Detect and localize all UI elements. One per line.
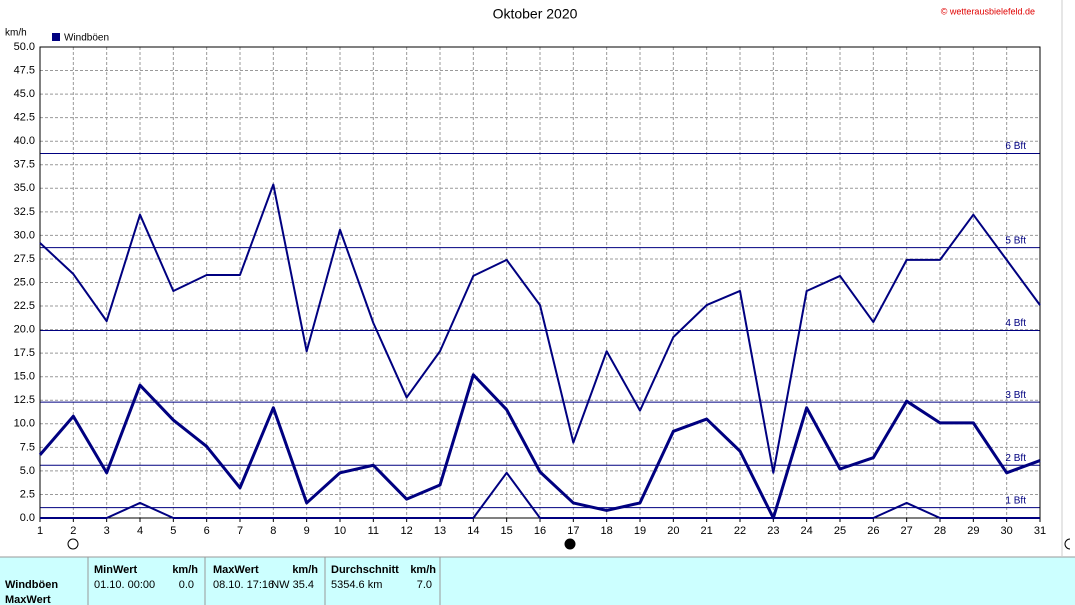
- x-tick-label: 15: [501, 525, 513, 537]
- beaufort-label: 6 Bft: [1005, 141, 1026, 152]
- chart-title: Oktober 2020: [493, 6, 578, 22]
- source: © wetterausbielefeld.de: [941, 6, 1035, 16]
- y-tick-label: 25.0: [14, 276, 35, 288]
- y-tick-label: 35.0: [14, 182, 35, 194]
- x-tick-label: 17: [567, 525, 579, 537]
- y-tick-label: 0.0: [20, 512, 35, 524]
- table-header: MaxWert: [213, 564, 259, 576]
- table-cell: 01.10. 00:00: [94, 579, 155, 591]
- y-tick-label: 40.0: [14, 135, 35, 147]
- x-tick-label: 6: [204, 525, 210, 537]
- table-header-unit: km/h: [172, 564, 198, 576]
- x-tick-label: 30: [1001, 525, 1013, 537]
- x-tick-label: 14: [467, 525, 479, 537]
- x-tick-label: 18: [601, 525, 613, 537]
- y-tick-label: 47.5: [14, 64, 35, 76]
- table-cell: 5354.6 km: [331, 579, 382, 591]
- x-tick-label: 9: [304, 525, 310, 537]
- y-tick-label: 17.5: [14, 347, 35, 359]
- table-header: Durchschnitt: [331, 564, 399, 576]
- y-tick-label: 30.0: [14, 229, 35, 241]
- x-tick-label: 4: [137, 525, 143, 537]
- x-tick-label: 19: [634, 525, 646, 537]
- table-cell: 08.10. 17:16: [213, 579, 274, 591]
- x-tick-label: 25: [834, 525, 846, 537]
- table-background: [0, 557, 1075, 605]
- y-axis-label: km/h: [5, 28, 27, 39]
- y-tick-label: 10.0: [14, 418, 35, 430]
- beaufort-label: 5 Bft: [1005, 235, 1026, 246]
- beaufort-label: 2 Bft: [1005, 453, 1026, 464]
- x-tick-label: 28: [934, 525, 946, 537]
- table-cell: 7.0: [417, 579, 432, 591]
- x-tick-label: 31: [1034, 525, 1046, 537]
- x-tick-label: 13: [434, 525, 446, 537]
- y-tick-label: 5.0: [20, 465, 35, 477]
- moon-icon: [67, 538, 79, 550]
- series-line: [39, 183, 1041, 474]
- moon-icon: [564, 538, 576, 550]
- moon-icon: [1064, 538, 1071, 550]
- table-cell: 0.0: [179, 579, 194, 591]
- y-tick-label: 15.0: [14, 371, 35, 383]
- x-tick-label: 16: [534, 525, 546, 537]
- series-line: [38, 373, 1041, 520]
- series-line: [40, 471, 1040, 519]
- x-tick-label: 22: [734, 525, 746, 537]
- y-tick-label: 32.5: [14, 206, 35, 218]
- row-label: Windböen: [5, 579, 58, 591]
- y-tick-label: 45.0: [14, 88, 35, 100]
- y-tick-label: 20.0: [14, 324, 35, 336]
- x-tick-label: 12: [401, 525, 413, 537]
- legend-label: Windböen: [64, 33, 109, 44]
- x-tick-label: 29: [967, 525, 979, 537]
- table-header-unit: km/h: [410, 564, 436, 576]
- table-cell: NW 35.4: [271, 579, 314, 591]
- x-tick-label: 26: [867, 525, 879, 537]
- y-tick-label: 27.5: [14, 253, 35, 265]
- y-tick-label: 37.5: [14, 159, 35, 171]
- x-tick-label: 3: [104, 525, 110, 537]
- table-header-unit: km/h: [292, 564, 318, 576]
- y-tick-label: 22.5: [14, 300, 35, 312]
- x-tick-label: 1: [37, 525, 43, 537]
- beaufort-label: 3 Bft: [1005, 390, 1026, 401]
- beaufort-label: 4 Bft: [1005, 318, 1026, 329]
- x-tick-label: 10: [334, 525, 346, 537]
- x-tick-label: 21: [701, 525, 713, 537]
- y-tick-label: 42.5: [14, 112, 35, 124]
- y-tick-label: 50.0: [14, 41, 35, 53]
- legend-swatch: [52, 33, 60, 41]
- x-tick-label: 24: [801, 525, 813, 537]
- x-tick-label: 27: [901, 525, 913, 537]
- x-tick-label: 8: [270, 525, 276, 537]
- row-label: MaxWert: [5, 594, 51, 605]
- x-tick-label: 2: [70, 525, 76, 537]
- x-tick-label: 5: [170, 525, 176, 537]
- x-tick-label: 23: [767, 525, 779, 537]
- y-tick-label: 2.5: [20, 488, 35, 500]
- x-tick-label: 7: [237, 525, 243, 537]
- x-tick-label: 20: [667, 525, 679, 537]
- x-tick-label: 11: [368, 525, 379, 537]
- y-tick-label: 12.5: [14, 394, 35, 406]
- y-tick-label: 7.5: [20, 441, 35, 453]
- table-header: MinWert: [94, 564, 138, 576]
- beaufort-label: 1 Bft: [1005, 495, 1026, 506]
